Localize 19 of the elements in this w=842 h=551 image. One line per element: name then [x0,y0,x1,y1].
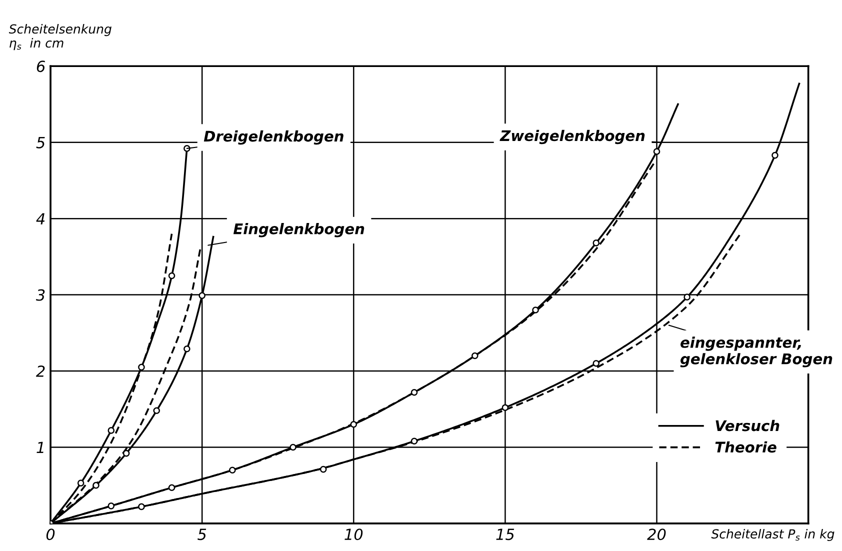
legend-label: Theorie [715,441,776,453]
y-tick-label: 2 [36,365,45,377]
x-tick-label: 0 [46,528,55,540]
y-tick-label: 4 [36,213,45,224]
annotation: Eingelenkbogen [233,223,364,238]
y-tick-label: 6 [36,60,45,72]
y-axis-title: Scheitelsenkung η$_{s}$ in cm [8,24,112,50]
x-tick-label: 5 [198,528,206,540]
x-tick-label: 10 [344,528,363,540]
x-tick-label: 20 [647,528,666,540]
annotation: Dreigelenkbogen [204,130,344,145]
x-axis-title: Scheitellast P$_{s}$ in kg [711,528,834,542]
annotation: eingespannter, gelenkloser Bogen [680,336,832,368]
x-tick-label: 15 [496,528,514,540]
y-tick-label: 3 [36,289,45,301]
legend-label: Versuch [716,420,780,432]
y-tick-label: 5 [36,137,45,148]
annotation: Zweigelenkbogen [500,130,645,144]
y-tick-label: 1 [36,442,44,454]
